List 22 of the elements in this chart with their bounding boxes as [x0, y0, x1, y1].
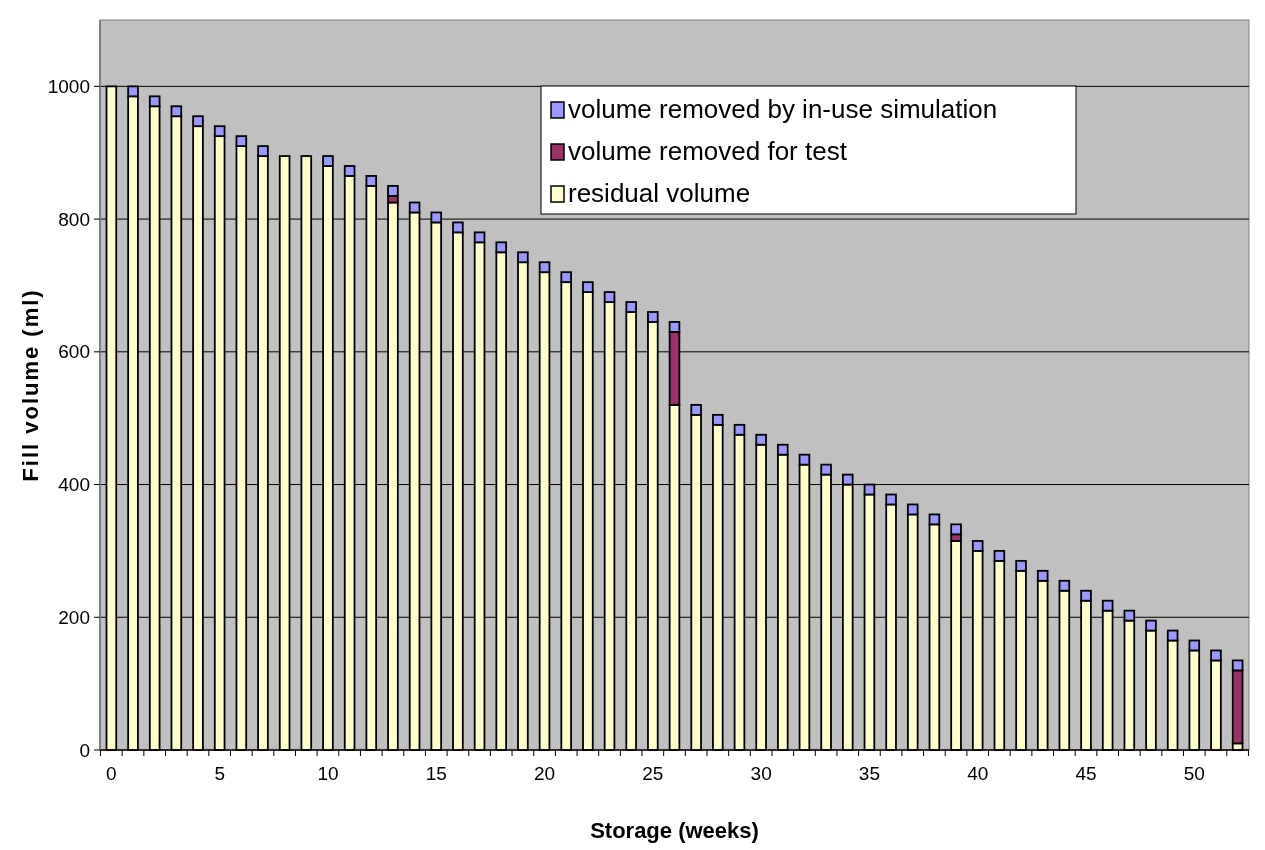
- x-tick-label: 15: [425, 763, 447, 784]
- x-axis-title: Storage (weeks): [590, 818, 759, 843]
- x-tick-label: 5: [214, 763, 225, 784]
- x-tick-label: 50: [1183, 763, 1205, 784]
- y-tick-label: 600: [58, 341, 90, 363]
- x-tick-label: 30: [750, 763, 772, 784]
- legend-label: volume removed by in-use simulation: [568, 94, 998, 124]
- x-tick-label: 25: [642, 763, 664, 784]
- x-tick-label: 35: [858, 763, 880, 784]
- y-tick-label: 400: [58, 474, 90, 496]
- y-tick-label: 200: [58, 606, 90, 628]
- y-axis-title: Fill volume (ml): [18, 288, 43, 482]
- y-tick-label: 800: [58, 208, 90, 230]
- legend-label: residual volume: [568, 178, 751, 208]
- legend-label: volume removed for test: [568, 136, 848, 166]
- x-tick-label: 45: [1075, 763, 1097, 784]
- x-tick-label: 10: [317, 763, 339, 784]
- x-tick-label: 20: [533, 763, 556, 784]
- y-tick-label: 0: [79, 739, 90, 761]
- y-tick-label: 1000: [47, 76, 90, 98]
- x-tick-label: 40: [967, 763, 989, 784]
- x-tick-label: 0: [106, 763, 117, 784]
